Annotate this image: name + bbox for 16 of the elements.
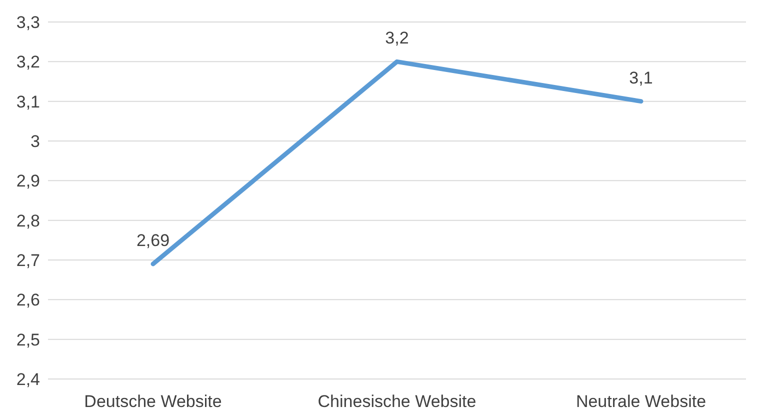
data-label: 2,69 bbox=[136, 230, 170, 250]
data-label: 3,1 bbox=[629, 68, 653, 88]
y-tick-label: 2,7 bbox=[16, 251, 40, 270]
y-tick-label: 3,2 bbox=[16, 52, 40, 72]
x-tick-label: Deutsche Website bbox=[84, 392, 222, 412]
y-tick-label: 2,6 bbox=[16, 290, 40, 310]
data-label: 3,2 bbox=[385, 28, 409, 48]
y-tick-label: 3,1 bbox=[16, 92, 40, 112]
y-tick-label: 2,5 bbox=[16, 330, 40, 350]
y-tick-label: 3,3 bbox=[16, 13, 40, 32]
y-tick-label: 2,9 bbox=[16, 172, 40, 191]
x-tick-label: Chinesische Website bbox=[318, 392, 476, 412]
y-tick-label: 2,4 bbox=[16, 370, 40, 390]
y-tick-label: 2,8 bbox=[16, 211, 40, 230]
y-tick-label: 3 bbox=[30, 132, 40, 152]
x-tick-label: Neutrale Website bbox=[576, 392, 706, 412]
